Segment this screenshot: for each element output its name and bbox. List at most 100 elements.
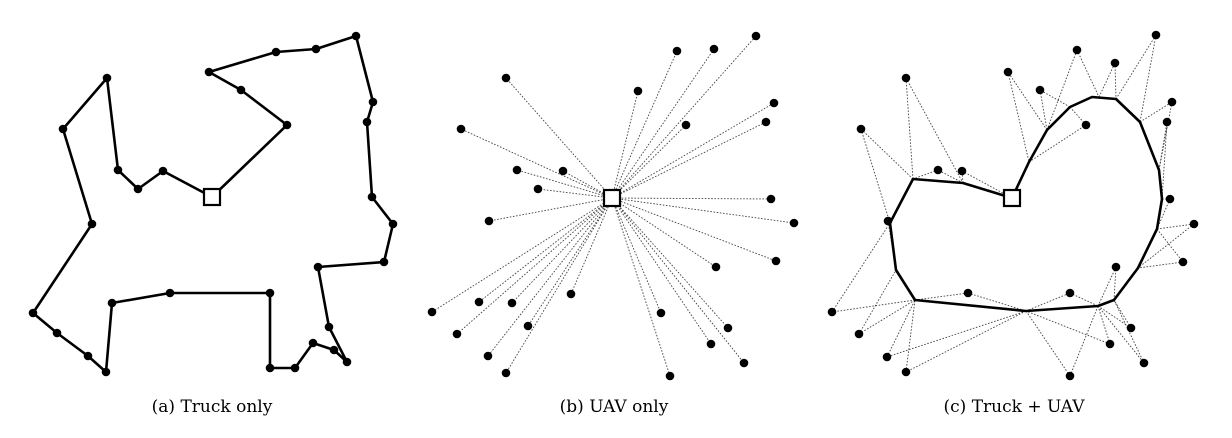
- customer-point: [158, 166, 168, 176]
- customer-point: [456, 124, 466, 134]
- customer-point: [1072, 45, 1082, 55]
- customer-point: [501, 368, 511, 378]
- customer-point: [1126, 323, 1136, 333]
- panel-uav-only: (b) UAV only: [427, 31, 799, 417]
- panel-truck-only: (a) Truck only: [28, 31, 398, 417]
- customer-point: [1165, 194, 1175, 204]
- customer-point: [901, 367, 911, 377]
- customer-point: [101, 367, 111, 377]
- customer-point: [558, 166, 568, 176]
- uav-flight-path: [537, 188, 613, 199]
- uav-flight-path: [431, 197, 613, 313]
- customer-point: [324, 322, 334, 332]
- uav-flight-path: [611, 197, 772, 200]
- customer-point: [379, 257, 389, 267]
- uav-flight-path: [1156, 228, 1184, 263]
- uav-flight-path: [1028, 124, 1087, 163]
- customer-point: [452, 329, 462, 339]
- uav-flight-path: [1025, 310, 1071, 377]
- customer-point: [723, 323, 733, 333]
- uav-flight-path: [611, 124, 687, 199]
- customer-point: [388, 219, 398, 229]
- customer-point: [204, 67, 214, 77]
- customer-point: [1178, 257, 1188, 267]
- customer-point: [367, 192, 377, 202]
- uav-flight-path: [1158, 101, 1173, 171]
- uav-flight-lines: [831, 34, 1195, 377]
- uav-flight-path: [611, 197, 662, 314]
- customer-point: [789, 218, 799, 228]
- depot-marker: [202, 187, 222, 207]
- customer-point: [1167, 97, 1177, 107]
- customer-point: [633, 86, 643, 96]
- customer-point: [474, 297, 484, 307]
- uav-flight-path: [905, 299, 916, 373]
- customer-points: [427, 31, 799, 381]
- uav-flight-path: [1097, 266, 1117, 307]
- customer-point: [313, 262, 323, 272]
- customer-point: [963, 288, 973, 298]
- uav-flight-path: [905, 77, 914, 180]
- panel-truck-uav: (c) Truck + UAV: [827, 30, 1199, 417]
- customer-point: [1162, 117, 1172, 127]
- customer-point: [665, 371, 675, 381]
- uav-flight-path: [611, 35, 757, 199]
- customer-point: [329, 345, 339, 355]
- customer-point: [1111, 262, 1121, 272]
- customer-point: [107, 298, 117, 308]
- customer-points: [28, 31, 398, 377]
- uav-flight-path: [886, 299, 916, 358]
- uav-flight-path: [478, 197, 613, 303]
- customer-point: [1189, 219, 1199, 229]
- uav-flight-path: [1137, 261, 1184, 269]
- customer-point: [533, 184, 543, 194]
- customer-point: [236, 85, 246, 95]
- uav-flight-path: [1156, 198, 1171, 230]
- customer-point: [52, 328, 62, 338]
- customer-point: [265, 363, 275, 373]
- uav-flight-path: [611, 102, 775, 199]
- customer-point: [681, 120, 691, 130]
- uav-flight-path: [611, 197, 671, 377]
- uav-flight-path: [1098, 62, 1116, 98]
- customer-point: [1105, 339, 1115, 349]
- customer-point: [769, 98, 779, 108]
- customer-point: [87, 219, 97, 229]
- uav-flight-path: [611, 121, 767, 199]
- customer-point: [751, 31, 761, 41]
- customer-point: [362, 117, 372, 127]
- uav-flight-path: [1113, 266, 1117, 301]
- customer-point: [1139, 358, 1149, 368]
- depot-marker: [1002, 188, 1022, 208]
- uav-flight-path: [1158, 121, 1168, 171]
- uav-flight-path: [1161, 121, 1168, 200]
- uav-flight-path: [611, 197, 745, 364]
- customer-point: [827, 307, 837, 317]
- customer-point: [165, 288, 175, 298]
- customer-point: [739, 358, 749, 368]
- uav-flight-path: [611, 197, 729, 329]
- customer-point: [1035, 85, 1045, 95]
- customer-points: [827, 30, 1199, 381]
- customer-point: [265, 288, 275, 298]
- customer-point: [706, 339, 716, 349]
- customer-point: [766, 194, 776, 204]
- customer-point: [523, 321, 533, 331]
- uav-flight-path: [611, 197, 795, 224]
- customer-point: [1081, 120, 1091, 130]
- truck-route: [888, 95, 1164, 313]
- customer-point: [282, 120, 292, 130]
- customer-point: [133, 184, 143, 194]
- uav-flight-path: [905, 77, 964, 184]
- uav-flight-path: [487, 197, 613, 357]
- customer-point: [771, 256, 781, 266]
- depot-marker: [602, 188, 622, 208]
- customer-point: [351, 31, 361, 41]
- uav-flight-path: [860, 128, 914, 180]
- uav-flight-path: [831, 222, 891, 313]
- customer-point: [113, 165, 123, 175]
- customer-point: [28, 308, 38, 318]
- customer-point: [957, 166, 967, 176]
- customer-point: [512, 165, 522, 175]
- customer-point: [709, 44, 719, 54]
